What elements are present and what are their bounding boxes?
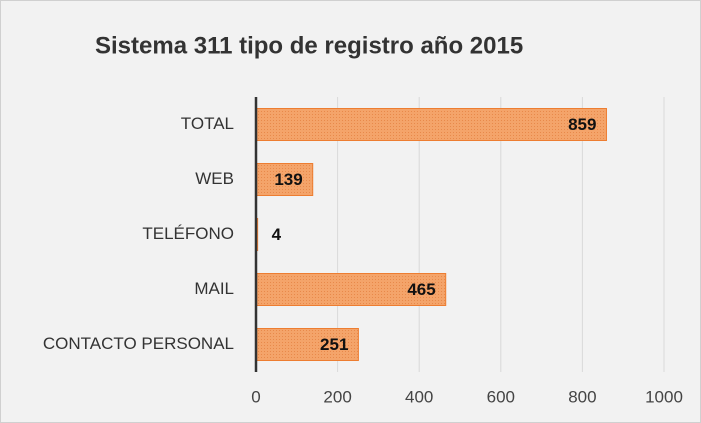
value-label: 4 [272,225,282,244]
y-tick-label: WEB [195,169,234,188]
value-label: 251 [320,335,348,354]
y-tick-label: MAIL [194,279,234,298]
x-tick-label: 400 [405,387,433,406]
value-label: 465 [407,280,435,299]
value-label: 859 [568,115,596,134]
bar [255,328,359,361]
x-tick-label: 0 [251,387,260,406]
x-tick-label: 800 [568,387,596,406]
y-tick-label: TELÉFONO [142,224,234,243]
bar [255,273,447,306]
bar [255,108,607,141]
x-tick-label: 200 [323,387,351,406]
value-label: 139 [274,170,302,189]
y-tick-label: CONTACTO PERSONAL [43,334,234,353]
y-tick-label: TOTAL [181,114,234,133]
chart-title: Sistema 311 tipo de registro año 2015 [95,32,523,59]
x-tick-label: 600 [487,387,515,406]
x-tick-label: 1000 [645,387,683,406]
